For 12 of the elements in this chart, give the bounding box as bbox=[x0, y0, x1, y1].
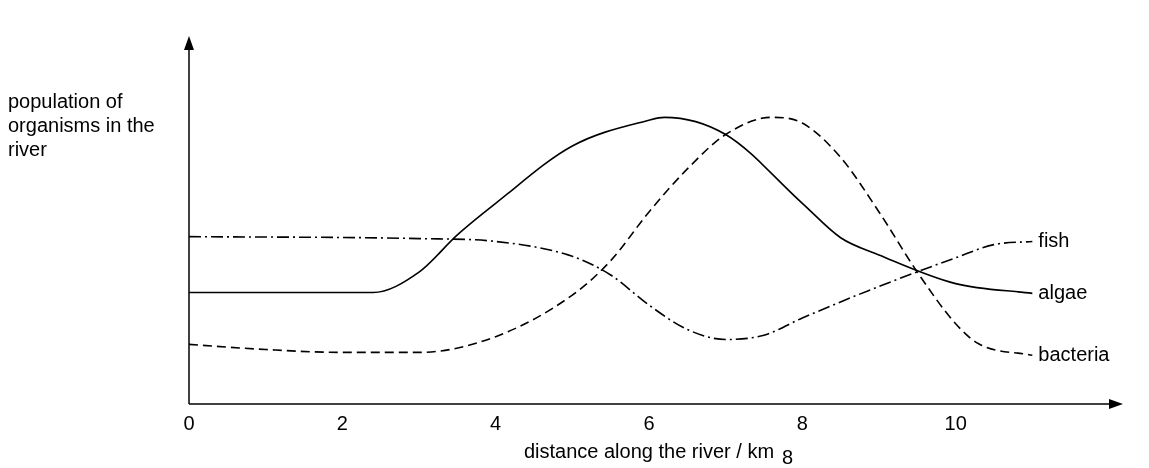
x-tick-label: 8 bbox=[796, 411, 808, 434]
y-axis-title: population of organisms in the river bbox=[8, 89, 155, 160]
series-label: bacteria bbox=[1038, 342, 1111, 365]
x-tick-label: 10 bbox=[944, 411, 967, 434]
series-label: fish bbox=[1038, 228, 1070, 251]
x-tick-label: 0 bbox=[183, 411, 195, 434]
x-tick-label: 6 bbox=[643, 411, 655, 434]
x-tick-label: 2 bbox=[336, 411, 348, 434]
x-axis-title: distance along the river / km bbox=[523, 439, 775, 462]
series-label: algae bbox=[1038, 280, 1088, 303]
x-tick-label: 4 bbox=[490, 411, 502, 434]
text: 8 bbox=[782, 446, 794, 468]
